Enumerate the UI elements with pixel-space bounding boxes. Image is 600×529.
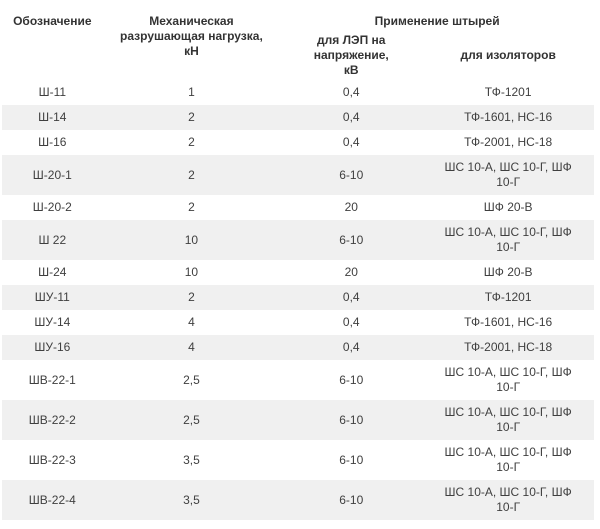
table-row: Ш-24 10 20 ШФ 20-В: [2, 260, 594, 285]
insulators-cell: ШС 10-А, ШС 10-Г, ШФ 10-Г: [444, 405, 572, 434]
designation-cell: Ш-20-2: [32, 200, 72, 214]
voltage-cell: 6-10: [339, 167, 364, 182]
mech-load-cell: 1: [188, 85, 195, 99]
designation-cell: Ш-14: [38, 110, 67, 124]
voltage-cell: 20: [344, 200, 358, 214]
insulators-cell: ШС 10-А, ШС 10-Г, ШФ 10-Г: [444, 160, 572, 189]
designation-cell: ШВ-22-1: [28, 372, 76, 387]
table-row: Ш 22 10 6-10 ШС 10-А, ШС 10-Г, ШФ 10-Г: [2, 220, 594, 260]
table-row: ШВ-22-1 2,5 6-10 ШС 10-А, ШС 10-Г, ШФ 10-Г: [2, 360, 594, 400]
voltage-cell: 0,4: [342, 85, 360, 99]
col-header-voltage: для ЛЭП на напряжение, кВ: [313, 33, 389, 77]
pins-spec-table: Обозначение Механическая разрушающая наг…: [2, 8, 594, 520]
header-row-group: Обозначение Механическая разрушающая наг…: [2, 8, 594, 58]
mech-load-cell: 2,5: [183, 372, 200, 387]
voltage-cell: 20: [344, 265, 358, 279]
table-row: Ш-11 1 0,4 ТФ-1201: [2, 80, 594, 105]
designation-cell: Ш 22: [38, 232, 67, 247]
designation-cell: ШУ-16: [34, 340, 71, 354]
col-header-designation: Обозначение: [13, 14, 92, 28]
table-row: Ш-14 2 0,4 ТФ-1601, НС-16: [2, 105, 594, 130]
table-row: ШУ-14 4 0,4 ТФ-1601, НС-16: [2, 310, 594, 335]
voltage-cell: 6-10: [339, 452, 364, 467]
designation-cell: ШВ-22-4: [28, 492, 76, 507]
insulators-cell: ТФ-1201: [484, 290, 532, 304]
insulators-cell: ТФ-1601, НС-16: [464, 315, 553, 329]
table-row: Ш-20-1 2 6-10 ШС 10-А, ШС 10-Г, ШФ 10-Г: [2, 155, 594, 195]
designation-cell: Ш-20-1: [32, 167, 72, 182]
header-row-sub: для ЛЭП на напряжение, кВ для изоляторов: [2, 31, 594, 80]
designation-cell: ШВ-22-2: [28, 412, 76, 427]
table-header: Обозначение Механическая разрушающая наг…: [2, 8, 594, 80]
mech-load-cell: 4: [188, 315, 195, 329]
mech-load-cell: 4: [188, 340, 195, 354]
col-header-insulators: для изоляторов: [460, 48, 556, 62]
mech-load-cell: 3,5: [183, 452, 200, 467]
voltage-cell: 0,4: [342, 340, 360, 354]
mech-load-cell: 2: [188, 110, 195, 124]
insulators-cell: ШФ 20-В: [483, 265, 533, 279]
mech-load-cell: 3,5: [183, 492, 200, 507]
mech-load-cell: 2,5: [183, 412, 200, 427]
table-row: ШВ-22-4 3,5 6-10 ШС 10-А, ШС 10-Г, ШФ 10-Г: [2, 480, 594, 520]
insulators-cell: ШС 10-А, ШС 10-Г, ШФ 10-Г: [444, 485, 572, 514]
voltage-cell: 6-10: [339, 492, 364, 507]
voltage-cell: 6-10: [339, 412, 364, 427]
table-row: ШУ-16 4 0,4 ТФ-2001, НС-18: [2, 335, 594, 360]
voltage-cell: 0,4: [342, 315, 360, 329]
designation-cell: ШУ-11: [34, 290, 70, 304]
insulators-cell: ТФ-1201: [484, 85, 532, 99]
insulators-cell: ШФ 20-В: [483, 200, 533, 214]
insulators-cell: ШС 10-А, ШС 10-Г, ШФ 10-Г: [444, 445, 572, 474]
designation-cell: ШВ-22-3: [28, 452, 76, 467]
voltage-cell: 6-10: [339, 372, 364, 387]
table-row: ШУ-11 2 0,4 ТФ-1201: [2, 285, 594, 310]
designation-cell: Ш-16: [38, 135, 67, 149]
voltage-cell: 6-10: [339, 232, 364, 247]
voltage-cell: 0,4: [342, 135, 360, 149]
voltage-cell: 0,4: [342, 290, 360, 304]
col-group-header-application: Применение штырей: [374, 14, 500, 28]
designation-cell: Ш-24: [38, 265, 67, 279]
mech-load-cell: 10: [184, 265, 199, 279]
table-row: ШВ-22-3 3,5 6-10 ШС 10-А, ШС 10-Г, ШФ 10-Г: [2, 440, 594, 480]
insulators-cell: ШС 10-А, ШС 10-Г, ШФ 10-Г: [444, 225, 572, 254]
mech-load-cell: 10: [184, 232, 199, 247]
insulators-cell: ТФ-1601, НС-16: [464, 110, 553, 124]
table-row: Ш-20-2 2 20 ШФ 20-В: [2, 195, 594, 220]
col-header-mech-load: Механическая разрушающая нагрузка, кН: [120, 14, 263, 58]
insulators-cell: ТФ-2001, НС-18: [464, 135, 553, 149]
table-body: Ш-11 1 0,4 ТФ-1201 Ш-14 2 0,4 ТФ-1601, НС-16 Ш-1…: [2, 80, 594, 520]
mech-load-cell: 2: [188, 290, 195, 304]
designation-cell: Ш-11: [38, 85, 67, 99]
voltage-cell: 0,4: [342, 110, 360, 124]
mech-load-cell: 2: [188, 135, 195, 149]
table-row: ШВ-22-2 2,5 6-10 ШС 10-А, ШС 10-Г, ШФ 10-Г: [2, 400, 594, 440]
insulators-cell: ТФ-2001, НС-18: [464, 340, 553, 354]
insulators-cell: ШС 10-А, ШС 10-Г, ШФ 10-Г: [444, 365, 572, 394]
designation-cell: ШУ-14: [34, 315, 71, 329]
mech-load-cell: 2: [188, 167, 195, 182]
mech-load-cell: 2: [188, 200, 195, 214]
table-row: Ш-16 2 0,4 ТФ-2001, НС-18: [2, 130, 594, 155]
